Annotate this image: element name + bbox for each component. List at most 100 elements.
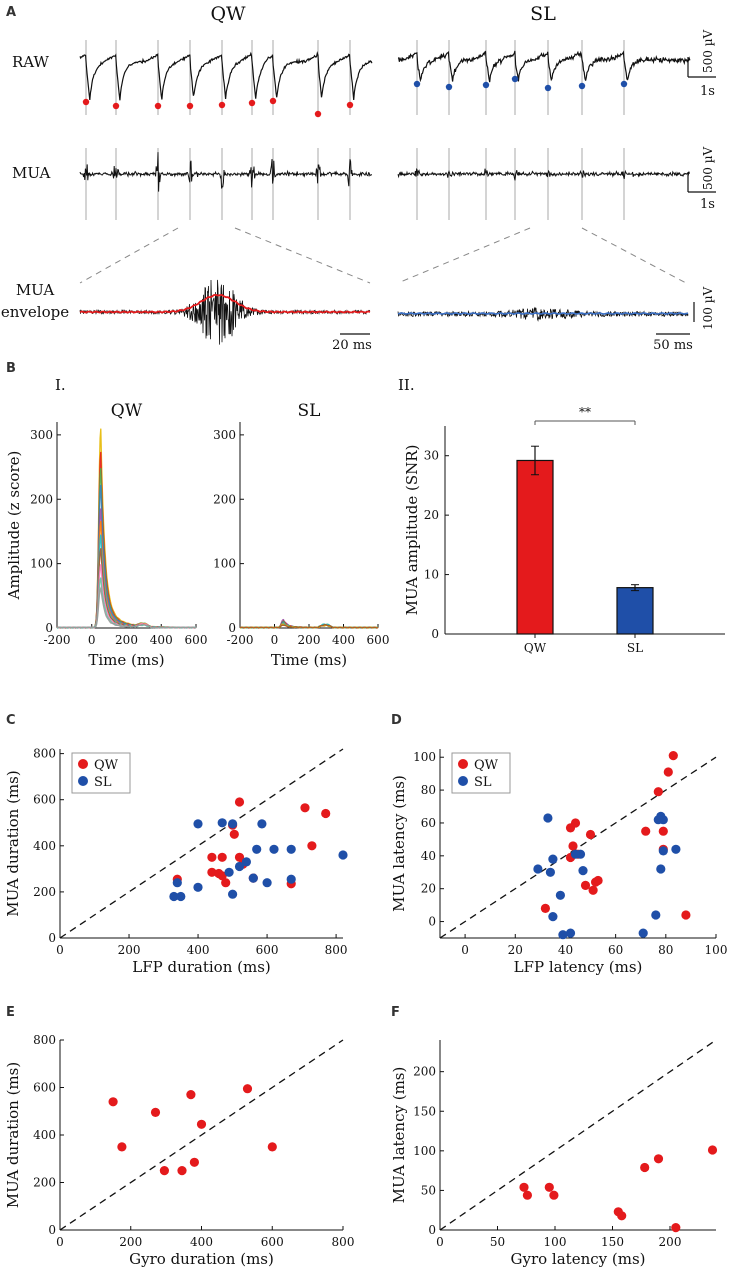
y-tick-label: 300 xyxy=(213,428,236,442)
sl-point xyxy=(234,861,245,872)
sl-point xyxy=(555,890,566,900)
qw-point xyxy=(671,1223,681,1233)
qw-point xyxy=(544,1182,554,1192)
sl-point xyxy=(193,819,203,829)
qw-point xyxy=(568,841,578,851)
y-tick-label: 20 xyxy=(421,882,436,896)
x-tick-label: 150 xyxy=(601,1235,624,1249)
event-dots xyxy=(82,75,628,118)
sl-point xyxy=(638,928,648,938)
x-tick-label: 80 xyxy=(658,943,673,957)
qw-point xyxy=(207,852,217,862)
panel-d-letter: D xyxy=(391,713,402,728)
sl-point xyxy=(248,873,258,883)
x-tick-label: 400 xyxy=(187,943,210,957)
x-tick-label: 200 xyxy=(298,633,321,647)
sl-point xyxy=(224,867,234,877)
panel-c-letter: C xyxy=(6,713,16,728)
x-tick-label: 60 xyxy=(608,943,623,957)
y-tick-label: 800 xyxy=(33,747,56,761)
qw-raw-trace xyxy=(79,51,373,101)
row-label-mua: MUA xyxy=(12,164,51,182)
row-label-raw: RAW xyxy=(12,53,50,71)
qw-mua-trace xyxy=(79,152,373,192)
qw-point xyxy=(217,871,227,881)
qw-event-dot xyxy=(269,97,277,105)
qw-point xyxy=(617,1211,627,1221)
x-axis-label: Gyro duration (ms) xyxy=(129,1250,274,1268)
chart-title: QW xyxy=(111,401,143,421)
qw-point xyxy=(540,903,551,914)
sl-event-dot xyxy=(511,75,519,83)
x-axis-label: LFP latency (ms) xyxy=(514,958,643,976)
sl-point xyxy=(338,850,348,860)
sl-point xyxy=(565,928,576,938)
y-tick-label: 800 xyxy=(33,1033,56,1047)
x-tick-label: 600 xyxy=(261,1235,284,1249)
qw-point xyxy=(640,1162,650,1173)
x-tick-label: 800 xyxy=(325,943,348,957)
series-line xyxy=(56,548,197,629)
envelope-scale-time-sl: 50 ms xyxy=(653,338,693,353)
x-tick-label: 40 xyxy=(558,943,573,957)
sl-title: SL xyxy=(530,3,556,25)
sl-point xyxy=(286,844,296,854)
sl-point xyxy=(228,819,238,829)
sl-point xyxy=(257,819,267,829)
qw-point xyxy=(321,808,331,819)
qw-point xyxy=(663,767,673,777)
qw-point xyxy=(159,1166,169,1176)
qw-event-dot xyxy=(82,98,90,106)
y-tick-label: 50 xyxy=(421,1183,436,1197)
diagonal-line xyxy=(439,756,717,939)
sl-envelope-curve xyxy=(397,312,689,315)
panel-b-letter: B xyxy=(6,361,16,376)
series-line xyxy=(56,428,197,629)
qw-point xyxy=(681,910,691,920)
significance-label: ** xyxy=(579,405,591,419)
qw-point xyxy=(150,1107,161,1117)
series-line xyxy=(56,451,197,629)
sl-point xyxy=(228,889,238,899)
qw-point xyxy=(585,829,596,840)
chart-f: 0 50 100 150 200 0 50 100 150 200 Gyro latency (ms… xyxy=(390,1039,718,1268)
chart-c: 0 200 400 600 800 0 200 400 600 800 LFP duration (… xyxy=(4,747,348,976)
x-tick-label: 400 xyxy=(332,633,355,647)
qw-point xyxy=(234,852,245,862)
category-label: QW xyxy=(524,641,547,655)
y-tick-label: 0 xyxy=(428,1223,436,1237)
qw-title: QW xyxy=(210,3,246,25)
y-tick-label: 100 xyxy=(413,750,436,764)
y-axis-label: Amplitude (z score) xyxy=(5,451,23,601)
qw-point xyxy=(217,852,227,862)
sl-point xyxy=(570,849,581,859)
y-tick-label: 200 xyxy=(33,1176,56,1190)
x-tick-label: -200 xyxy=(44,633,71,647)
y-axis-label: MUA latency (ms) xyxy=(390,775,408,912)
x-axis-label: LFP duration (ms) xyxy=(132,958,271,976)
x-tick-label: 0 xyxy=(88,633,96,647)
qw-point xyxy=(186,1090,196,1100)
sl-raw-trace xyxy=(397,50,691,83)
qw-point xyxy=(565,823,576,833)
x-axis-label: Time (ms) xyxy=(271,651,347,669)
qw-point xyxy=(580,880,591,891)
x-tick-label: 800 xyxy=(332,1235,355,1249)
series-line xyxy=(56,484,197,629)
legend-label: SL xyxy=(474,775,492,790)
series-line xyxy=(56,585,197,629)
y-tick-label: 400 xyxy=(33,1128,56,1142)
qw-point xyxy=(549,1190,559,1200)
y-tick-label: 200 xyxy=(213,492,236,506)
x-tick-label: 0 xyxy=(461,943,469,957)
x-axis-label: Time (ms) xyxy=(88,651,164,669)
qw-point xyxy=(307,841,317,851)
row-label-envelope-1: MUA xyxy=(16,281,55,299)
sl-event-dot xyxy=(544,84,552,92)
chart-d: 0 20 40 60 80 100 0 20 40 60 80 100 LFP latency (ms)… xyxy=(390,749,727,976)
qw-event-dot xyxy=(314,110,322,118)
y-tick-label: 400 xyxy=(33,839,56,853)
chart-e: 0 200 400 600 800 0 200 400 600 800 Gyro duration … xyxy=(4,1033,354,1268)
